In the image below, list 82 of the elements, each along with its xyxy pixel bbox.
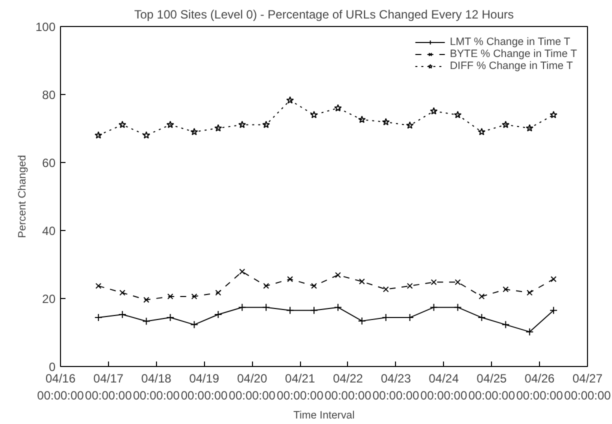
x-tick-label: 04/21 00:00:00 xyxy=(276,372,324,402)
legend-label: LMT % Change in Time T xyxy=(450,36,570,48)
point xyxy=(478,314,486,322)
point xyxy=(358,316,366,325)
point xyxy=(406,282,413,289)
point xyxy=(262,120,270,128)
point xyxy=(478,293,485,300)
point xyxy=(454,303,462,312)
point xyxy=(94,314,102,322)
point xyxy=(286,306,294,314)
point xyxy=(190,128,198,136)
x-tick-label: 04/19 00:00:00 xyxy=(180,372,228,402)
point xyxy=(263,282,270,289)
x-tick-label: 04/25 00:00:00 xyxy=(468,372,516,402)
point xyxy=(94,131,102,139)
point xyxy=(191,293,198,300)
y-tick-label: 40 xyxy=(42,224,56,238)
point xyxy=(239,268,246,275)
x-tick-label: 04/22 00:00:00 xyxy=(324,372,372,402)
point xyxy=(238,120,246,128)
point xyxy=(310,306,318,314)
y-tick-label: 0 xyxy=(48,360,56,374)
y-tick-label: 80 xyxy=(42,88,56,102)
point xyxy=(502,286,509,292)
point xyxy=(262,303,270,312)
x-axis-title: Time Interval xyxy=(293,409,355,422)
point xyxy=(287,276,294,282)
point xyxy=(215,290,222,296)
point xyxy=(430,279,437,286)
point xyxy=(358,278,365,284)
chart-title: Top 100 Sites (Level 0) - Percentage of URLs Changed Every 12 Hours xyxy=(134,8,514,22)
y-tick-label: 60 xyxy=(42,156,56,170)
point xyxy=(118,310,126,318)
x-tick-label: 04/26 00:00:00 xyxy=(516,372,564,402)
y-tick-label: 100 xyxy=(35,20,56,34)
y-axis-title: Percent Changed xyxy=(16,154,28,238)
point xyxy=(526,328,534,336)
point xyxy=(406,121,414,129)
point xyxy=(119,290,126,296)
point xyxy=(502,320,510,329)
point xyxy=(166,120,174,128)
point xyxy=(358,116,366,123)
legend-label: DIFF % Change in Time T xyxy=(450,60,573,72)
point xyxy=(166,314,174,322)
x-tick-label: 04/17 00:00:00 xyxy=(85,372,132,402)
y-tick-label: 20 xyxy=(42,292,56,306)
point xyxy=(118,120,126,128)
x-tick-label: 04/16 00:00:00 xyxy=(37,372,84,402)
x-tick-label: 04/24 00:00:00 xyxy=(420,372,468,402)
point xyxy=(382,286,389,292)
point xyxy=(454,279,461,286)
point xyxy=(143,296,150,303)
point xyxy=(238,303,246,312)
x-tick-label: 04/20 00:00:00 xyxy=(228,372,276,402)
point xyxy=(334,303,342,312)
point xyxy=(550,276,557,282)
point xyxy=(95,282,102,289)
point xyxy=(430,107,438,114)
point xyxy=(430,303,438,312)
point xyxy=(167,293,174,300)
point xyxy=(478,128,486,136)
point xyxy=(142,317,150,326)
point xyxy=(190,320,198,329)
point xyxy=(142,131,150,139)
legend-label: BYTE % Change in Time T xyxy=(450,48,577,60)
point xyxy=(335,272,341,278)
point xyxy=(310,110,318,118)
point xyxy=(526,290,533,296)
point xyxy=(214,124,222,132)
point xyxy=(311,282,317,289)
point xyxy=(526,124,534,132)
point xyxy=(502,120,510,128)
x-tick-label: 04/27 00:00:00 xyxy=(564,372,612,402)
x-tick-label: 04/18 00:00:00 xyxy=(132,372,180,402)
point xyxy=(382,118,390,126)
point xyxy=(550,110,558,118)
point xyxy=(214,310,222,318)
point xyxy=(286,96,294,104)
x-tick-label: 04/23 00:00:00 xyxy=(372,372,420,402)
point xyxy=(454,110,462,118)
point xyxy=(334,104,342,112)
point xyxy=(550,306,558,314)
